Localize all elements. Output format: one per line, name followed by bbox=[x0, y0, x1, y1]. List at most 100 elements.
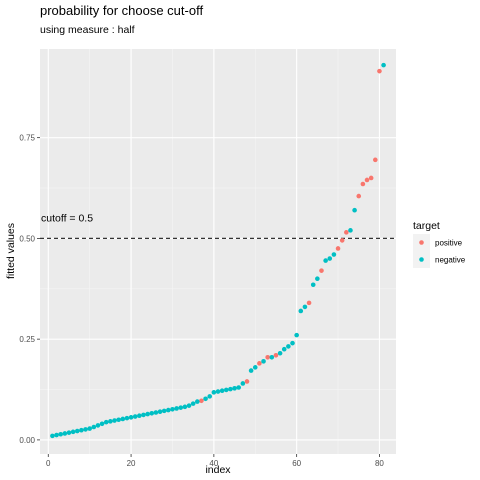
data-point-negative bbox=[132, 414, 138, 419]
data-point-negative bbox=[323, 258, 328, 263]
y-axis-ticks: 0.00 0.25 0.50 0.75 bbox=[19, 134, 40, 445]
data-point-negative bbox=[149, 410, 155, 416]
data-point-negative bbox=[70, 429, 76, 435]
data-points bbox=[50, 62, 386, 439]
cutoff-layer: cutoff = 0.5 bbox=[40, 212, 396, 240]
data-point-negative bbox=[50, 433, 55, 439]
data-point-negative bbox=[215, 389, 221, 394]
data-point-negative bbox=[120, 416, 126, 422]
data-point-negative bbox=[261, 359, 266, 364]
y-tick-label: 0.00 bbox=[19, 436, 35, 445]
legend-label-positive: positive bbox=[435, 239, 463, 248]
data-point-positive bbox=[377, 68, 382, 74]
data-point-negative bbox=[58, 431, 63, 437]
data-point-negative bbox=[161, 408, 167, 414]
data-point-negative bbox=[112, 418, 117, 423]
x-tick-label: 60 bbox=[292, 459, 301, 468]
data-point-negative bbox=[95, 423, 101, 428]
legend-key-negative bbox=[419, 257, 424, 262]
data-point-negative bbox=[219, 388, 225, 394]
data-point-negative bbox=[137, 413, 142, 419]
data-point-negative bbox=[281, 346, 287, 352]
data-point-negative bbox=[298, 308, 304, 314]
data-point-negative bbox=[236, 385, 241, 390]
data-point-negative bbox=[186, 403, 192, 408]
legend-key-positive bbox=[419, 240, 424, 245]
data-point-negative bbox=[190, 401, 196, 406]
data-point-negative bbox=[315, 276, 320, 282]
data-point-positive bbox=[344, 230, 349, 235]
cutoff-annotation: cutoff = 0.5 bbox=[41, 212, 93, 224]
data-point-negative bbox=[327, 256, 333, 261]
data-point-negative bbox=[277, 350, 283, 356]
data-point-negative bbox=[83, 427, 88, 432]
data-point-negative bbox=[87, 426, 92, 431]
data-point-negative bbox=[178, 405, 184, 410]
data-point-negative bbox=[232, 386, 237, 391]
data-point-negative bbox=[166, 407, 171, 413]
y-tick-label: 0.50 bbox=[19, 234, 35, 243]
data-point-negative bbox=[248, 368, 254, 373]
x-axis-title: index bbox=[205, 464, 231, 476]
data-point-negative bbox=[62, 431, 68, 436]
data-point-negative bbox=[195, 399, 200, 404]
data-point-positive bbox=[364, 177, 370, 183]
y-tick-label: 0.25 bbox=[19, 335, 35, 344]
data-point-negative bbox=[223, 387, 229, 393]
data-point-negative bbox=[91, 424, 97, 430]
chart-subtitle: using measure : half bbox=[40, 24, 135, 36]
data-point-negative bbox=[252, 365, 258, 370]
legend-label-negative: negative bbox=[435, 256, 466, 265]
legend-title: target bbox=[413, 220, 440, 232]
data-point-negative bbox=[207, 394, 213, 399]
x-tick-label: 0 bbox=[46, 459, 51, 468]
data-point-positive bbox=[265, 354, 270, 360]
data-point-positive bbox=[199, 398, 204, 404]
data-point-positive bbox=[273, 352, 279, 358]
data-point-negative bbox=[211, 390, 217, 395]
data-point-negative bbox=[66, 430, 72, 435]
x-tick-label: 40 bbox=[209, 459, 218, 468]
data-point-positive bbox=[339, 238, 345, 243]
data-point-negative bbox=[269, 354, 275, 360]
data-point-negative bbox=[141, 412, 146, 418]
data-point-positive bbox=[368, 175, 374, 181]
data-point-negative bbox=[157, 409, 163, 414]
data-point-positive bbox=[356, 193, 362, 199]
data-point-negative bbox=[331, 252, 337, 257]
data-point-negative bbox=[203, 396, 208, 402]
data-point-negative bbox=[128, 415, 134, 420]
data-point-positive bbox=[306, 300, 312, 306]
data-point-negative bbox=[153, 410, 159, 415]
legend: target positive negative bbox=[413, 220, 466, 268]
data-point-negative bbox=[124, 415, 130, 421]
data-point-positive bbox=[244, 379, 250, 384]
y-axis-title: fitted values bbox=[5, 223, 17, 279]
data-point-negative bbox=[240, 381, 246, 386]
data-point-negative bbox=[302, 304, 308, 310]
plot-panel bbox=[40, 49, 396, 454]
data-point-negative bbox=[174, 406, 179, 411]
x-tick-label: 20 bbox=[127, 459, 136, 468]
data-point-negative bbox=[290, 340, 295, 346]
data-point-positive bbox=[373, 157, 378, 163]
data-point-negative bbox=[99, 421, 105, 427]
data-point-negative bbox=[286, 344, 291, 349]
x-axis-ticks: 0 20 40 60 80 bbox=[46, 454, 384, 468]
data-point-positive bbox=[360, 181, 366, 187]
data-point-negative bbox=[74, 428, 80, 434]
data-point-negative bbox=[103, 419, 109, 425]
data-point-negative bbox=[145, 411, 150, 417]
y-tick-label: 0.75 bbox=[19, 134, 35, 143]
data-point-negative bbox=[294, 332, 299, 338]
data-point-positive bbox=[319, 268, 324, 273]
data-point-negative bbox=[108, 419, 113, 424]
data-point-negative bbox=[352, 207, 357, 213]
data-point-negative bbox=[54, 432, 59, 438]
data-point-negative bbox=[79, 427, 84, 433]
data-point-negative bbox=[170, 406, 175, 412]
x-tick-label: 80 bbox=[375, 459, 384, 468]
chart-title: probability for choose cut-off bbox=[40, 3, 203, 18]
data-point-negative bbox=[228, 386, 233, 392]
